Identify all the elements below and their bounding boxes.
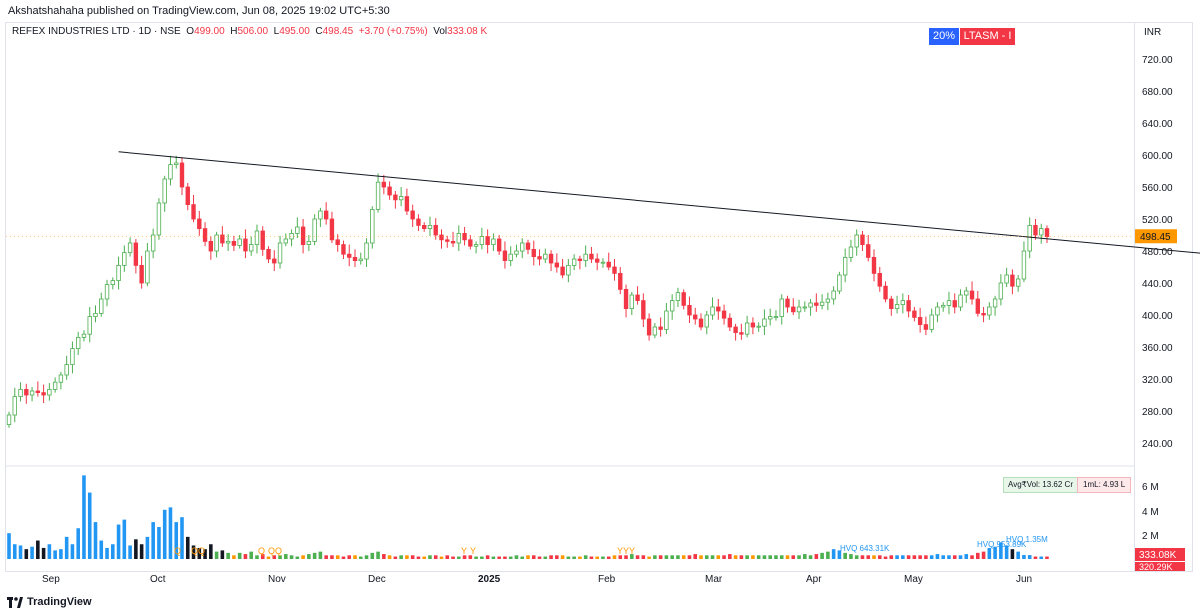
symbol-name[interactable]: REFEX INDUSTRIES LTD · 1D · NSE — [12, 26, 181, 37]
x-axis-label: Oct — [150, 574, 166, 585]
low-label: L — [273, 26, 280, 37]
close-value: 498.45 — [322, 26, 354, 37]
close-label: C — [315, 26, 323, 37]
tradingview-logo-icon — [7, 596, 23, 608]
volume-label: Vol — [433, 26, 448, 37]
open-label: O — [186, 26, 195, 37]
tradingview-footer: TradingView — [7, 596, 92, 608]
x-axis-label: May — [904, 574, 923, 585]
x-axis-label: Jun — [1016, 574, 1032, 585]
x-axis-label: Nov — [268, 574, 286, 585]
high-label: H — [230, 26, 238, 37]
ml-volume-badge: 1mL: 4.93 L — [1077, 477, 1132, 493]
price-scale[interactable] — [1134, 22, 1194, 572]
low-value: 495.00 — [279, 26, 310, 37]
open-value: 499.00 — [194, 26, 225, 37]
publisher-line: Akshatshahaha published on TradingView.c… — [8, 5, 390, 17]
circuit-badge[interactable]: 20% — [929, 28, 959, 45]
currency-label[interactable]: INR — [1144, 27, 1162, 38]
x-axis-label: Apr — [806, 574, 822, 585]
x-axis-label: Mar — [705, 574, 723, 585]
avg-volume-badge: Avg₹Vol: 13.62 Cr — [1003, 477, 1078, 493]
volume-value: 333.08 K — [447, 26, 488, 37]
high-value: 506.00 — [237, 26, 269, 37]
x-axis-label: 2025 — [478, 574, 501, 585]
symbol-legend: REFEX INDUSTRIES LTD · 1D · NSE O499.00 … — [12, 26, 487, 37]
change-value: +3.70 (+0.75%) — [358, 26, 428, 37]
footer-brand: TradingView — [27, 596, 92, 608]
x-axis-label: Feb — [598, 574, 616, 585]
x-axis-label: Dec — [368, 574, 386, 585]
x-axis-label: Sep — [42, 574, 60, 585]
chart-frame — [5, 22, 1193, 572]
ltasm-badge[interactable]: LTASM - I — [960, 28, 1015, 45]
